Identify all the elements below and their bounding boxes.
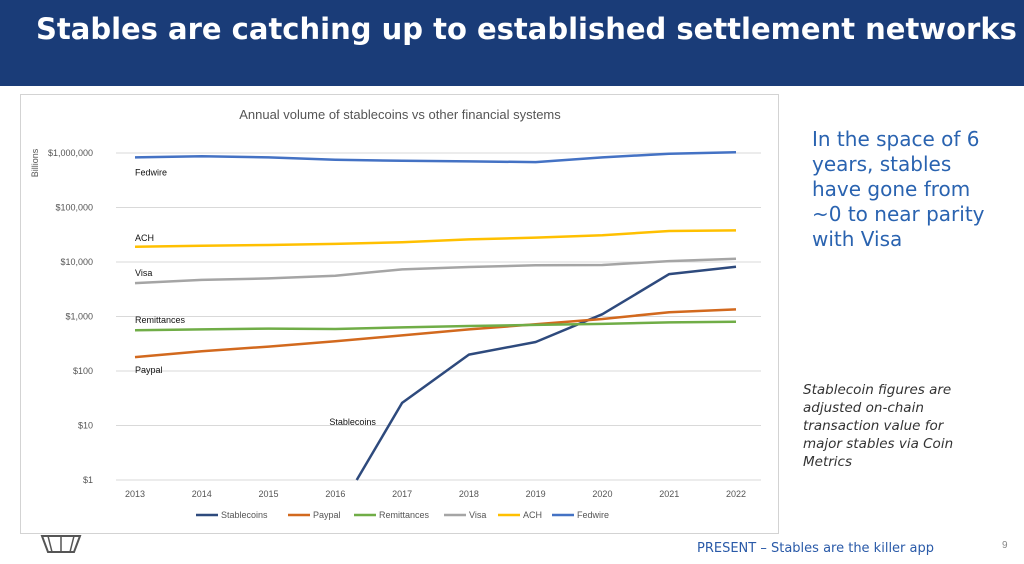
x-tick-label: 2017 [392, 489, 412, 499]
x-tick-label: 2022 [726, 489, 746, 499]
series-line-stablecoins [355, 265, 737, 481]
chart-frame: Annual volume of stablecoins vs other fi… [20, 94, 779, 534]
y-tick-labels: $1 $10 $100 $1,000 $10,000 $100,000 $1,000,000 [48, 148, 93, 485]
series-line-paypal [134, 308, 737, 359]
y-tick-label: $100,000 [55, 203, 93, 213]
x-tick-label: 2019 [526, 489, 546, 499]
x-tick-label: 2014 [192, 489, 212, 499]
line-chart: Annual volume of stablecoins vs other fi… [30, 107, 761, 520]
annotation-remittances: Remittances [135, 315, 186, 325]
series-line-fedwire [134, 151, 737, 164]
line-annotations: Fedwire ACH Visa Remittances Paypal Stablecoi… [135, 167, 376, 427]
slide-title: Stables are catching up to established s… [36, 12, 1017, 46]
title-banner [0, 0, 1024, 86]
x-tick-label: 2021 [659, 489, 679, 499]
series-line-visa [134, 257, 737, 285]
y-tick-label: $1,000,000 [48, 148, 93, 158]
x-tick-label: 2013 [125, 489, 145, 499]
legend-label-paypal: Paypal [313, 510, 341, 520]
legend-label-ach: ACH [523, 510, 542, 520]
x-tick-labels: 2013 2014 2015 2016 2017 2018 2019 2020 2021 2022 [125, 489, 746, 499]
legend-label-stablecoins: Stablecoins [221, 510, 268, 520]
legend-label-remittances: Remittances [379, 510, 430, 520]
series-line-ach [134, 229, 737, 249]
x-tick-label: 2015 [259, 489, 279, 499]
y-tick-label: $100 [73, 366, 93, 376]
logo-icon [40, 535, 82, 553]
footer-text: PRESENT – Stables are the killer app [697, 541, 934, 556]
annotation-stablecoins: Stablecoins [329, 417, 376, 427]
chart-title: Annual volume of stablecoins vs other fi… [239, 107, 561, 122]
source-note: Stablecoin figures are adjusted on-chain… [803, 382, 954, 470]
y-tick-label: $10 [78, 421, 93, 431]
annotation-paypal: Paypal [135, 365, 163, 375]
y-axis-label: Billions [30, 148, 40, 177]
legend-label-visa: Visa [469, 510, 486, 520]
side-callout: In the space of 6 years, stables have go… [812, 127, 985, 251]
y-tick-label: $1 [83, 475, 93, 485]
series-line-remittances [134, 320, 737, 332]
y-tick-label: $10,000 [60, 257, 93, 267]
x-tick-label: 2020 [592, 489, 612, 499]
gridlines [116, 152, 761, 481]
series-lines [134, 151, 737, 481]
annotation-ach: ACH [135, 233, 154, 243]
legend-label-fedwire: Fedwire [577, 510, 609, 520]
annotation-fedwire: Fedwire [135, 167, 167, 177]
x-tick-label: 2018 [459, 489, 479, 499]
x-tick-label: 2016 [325, 489, 345, 499]
y-tick-label: $1,000 [65, 312, 93, 322]
chart-legend: Stablecoins Paypal Remittances Visa ACH Fedwi… [196, 510, 609, 520]
annotation-visa: Visa [135, 268, 152, 278]
page-number: 9 [1002, 540, 1008, 551]
